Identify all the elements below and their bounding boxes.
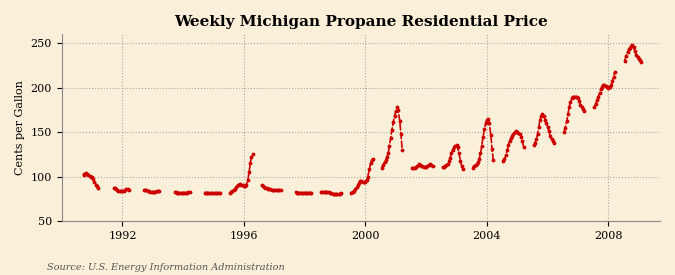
Text: Source: U.S. Energy Information Administration: Source: U.S. Energy Information Administ… [47,263,285,272]
Y-axis label: Cents per Gallon: Cents per Gallon [15,80,25,175]
Title: Weekly Michigan Propane Residential Price: Weekly Michigan Propane Residential Pric… [174,15,547,29]
